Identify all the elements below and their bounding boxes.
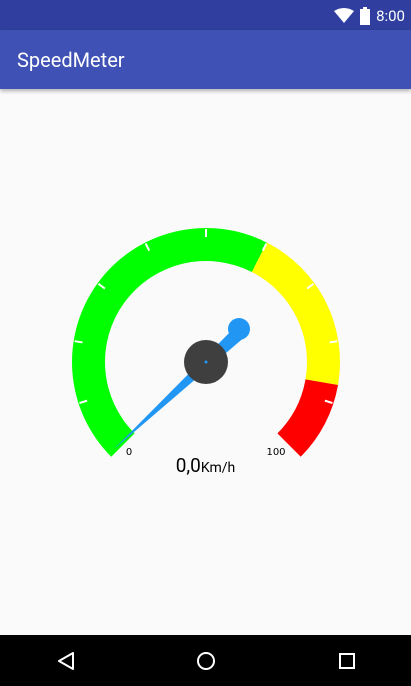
recents-button[interactable] (332, 647, 362, 675)
speed-unit: Km/h (200, 460, 236, 476)
content-area: 0 100 0,0Km/h (0, 89, 411, 635)
app-title: SpeedMeter (17, 48, 125, 72)
gauge-tick (324, 399, 333, 405)
gauge-tick (74, 340, 83, 344)
gauge-tick (79, 399, 88, 405)
home-button[interactable] (191, 647, 221, 675)
wifi-icon (334, 8, 355, 23)
app-bar: SpeedMeter (0, 30, 411, 89)
gauge-zone-green (72, 228, 267, 457)
recents-icon (339, 653, 355, 669)
gauge-zones (72, 228, 340, 457)
speedometer-gauge: 0 100 (72, 228, 340, 458)
speed-needle (113, 321, 247, 450)
gauge-tick (97, 283, 106, 290)
needle-cap (228, 318, 250, 340)
gauge-tick (144, 243, 151, 252)
status-bar: 8:00 (0, 0, 411, 30)
speed-readout: 0,0Km/h (0, 454, 411, 477)
gauge-tick (306, 283, 315, 290)
gauge-zone-yellow (251, 242, 340, 386)
battery-icon (360, 7, 371, 25)
back-button[interactable] (51, 647, 81, 675)
min-speed-label: 0 (126, 447, 132, 458)
max-speed-label: 100 (266, 447, 285, 458)
status-time: 8:00 (376, 7, 405, 25)
gauge-zone-red (277, 379, 339, 457)
gauge-tick (329, 340, 338, 344)
gauge-ticks (74, 229, 338, 405)
speed-value: 0,0 (175, 454, 201, 477)
back-icon (58, 652, 74, 670)
gauge-tick (261, 243, 268, 252)
home-icon (197, 652, 215, 670)
needle-hub-center (204, 360, 208, 364)
navigation-bar (0, 635, 411, 686)
